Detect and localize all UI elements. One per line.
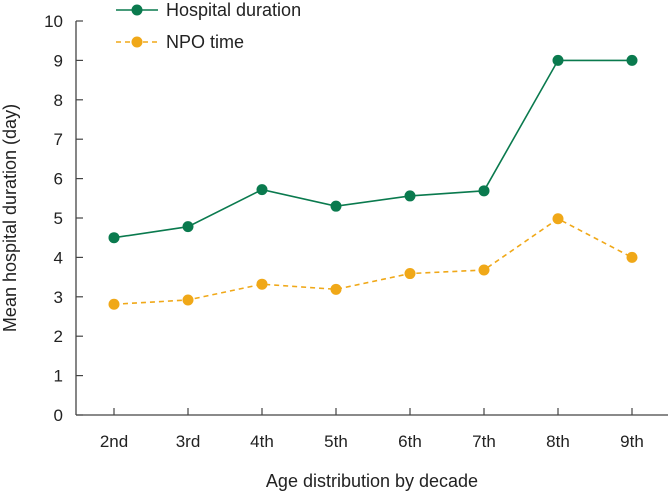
x-axis-title: Age distribution by decade xyxy=(266,471,478,491)
x-tick-label: 6th xyxy=(398,432,422,451)
y-tick-label: 1 xyxy=(54,367,63,386)
data-point xyxy=(108,232,120,244)
data-point xyxy=(108,298,120,310)
legend: Hospital duration NPO time xyxy=(116,0,301,52)
x-tick-label: 8th xyxy=(546,432,570,451)
data-point xyxy=(478,264,490,276)
y-axis-ticks: 0 1 2 3 4 5 6 7 8 9 10 xyxy=(44,12,83,425)
data-point xyxy=(182,294,194,306)
x-tick-label: 9th xyxy=(620,432,644,451)
x-tick-label: 4th xyxy=(250,432,274,451)
y-tick-label: 10 xyxy=(44,12,63,31)
data-point xyxy=(330,200,342,212)
data-point xyxy=(404,190,416,202)
series-line xyxy=(113,59,632,239)
x-tick-label: 5th xyxy=(324,432,348,451)
legend-marker xyxy=(131,4,143,16)
data-point xyxy=(256,278,268,290)
y-tick-label: 0 xyxy=(54,406,63,425)
x-tick-label: 3rd xyxy=(176,432,201,451)
legend-marker xyxy=(131,36,143,48)
data-point xyxy=(626,54,638,66)
x-axis-ticks: 2nd 3rd 4th 5th 6th 7th 8th 9th xyxy=(100,408,644,451)
axes xyxy=(75,21,668,416)
legend-item: NPO time xyxy=(116,32,244,52)
x-tick-label: 7th xyxy=(472,432,496,451)
data-point xyxy=(256,184,268,196)
x-tick-label: 2nd xyxy=(100,432,128,451)
legend-label: NPO time xyxy=(166,32,244,52)
data-point xyxy=(330,283,342,295)
y-tick-label: 8 xyxy=(54,91,63,110)
data-point xyxy=(182,221,194,233)
y-tick-label: 2 xyxy=(54,327,63,346)
data-point xyxy=(626,251,638,263)
y-tick-label: 4 xyxy=(54,248,63,267)
legend-label: Hospital duration xyxy=(166,0,301,20)
series-layer xyxy=(108,54,638,310)
y-tick-label: 9 xyxy=(54,51,63,70)
y-tick-label: 5 xyxy=(54,209,63,228)
series-npo-time xyxy=(108,213,638,310)
series-hospital-duration xyxy=(108,54,638,244)
data-point xyxy=(404,268,416,280)
y-tick-label: 7 xyxy=(54,130,63,149)
y-tick-label: 6 xyxy=(54,170,63,189)
y-axis-title: Mean hospital duration (day) xyxy=(0,104,20,332)
legend-item: Hospital duration xyxy=(116,0,301,20)
y-tick-label: 3 xyxy=(54,288,63,307)
data-point xyxy=(552,213,564,225)
data-point xyxy=(552,54,564,66)
data-point xyxy=(478,185,490,197)
series-line xyxy=(113,217,633,306)
